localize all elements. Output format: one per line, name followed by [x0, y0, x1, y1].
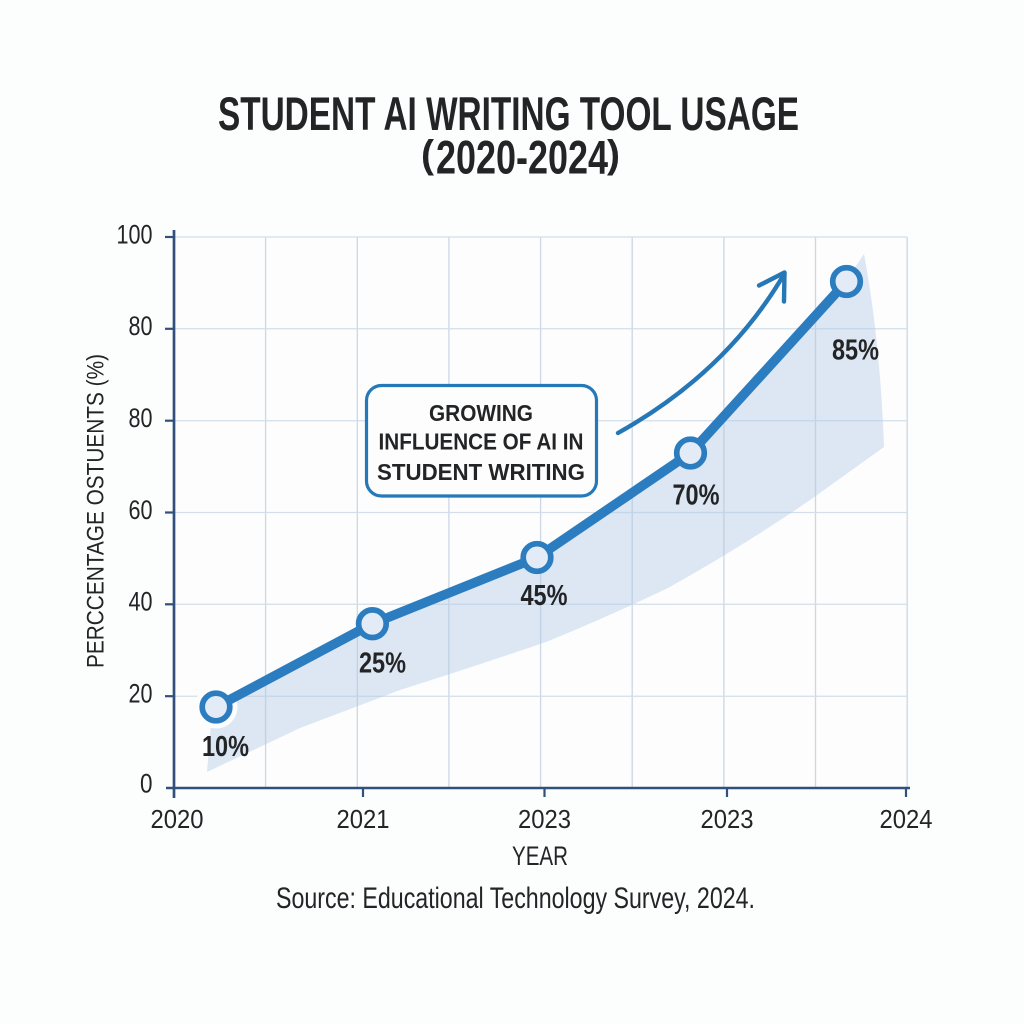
- svg-text:60: 60: [129, 495, 153, 525]
- svg-text:2020-2024: 2020-2024: [436, 131, 608, 184]
- svg-text:80: 80: [129, 403, 153, 433]
- svg-text:2023: 2023: [701, 806, 754, 834]
- svg-text:GROWING: GROWING: [429, 400, 533, 426]
- svg-text:2023: 2023: [518, 806, 571, 834]
- svg-text:10%: 10%: [202, 731, 249, 763]
- svg-text:INFLUENCE OF AI IN: INFLUENCE OF AI IN: [379, 429, 584, 455]
- svg-text:25%: 25%: [359, 648, 406, 680]
- svg-text:0: 0: [140, 769, 153, 799]
- svg-text:2021: 2021: [337, 806, 390, 834]
- svg-text:2020: 2020: [151, 806, 204, 834]
- svg-text:40: 40: [129, 587, 153, 617]
- svg-text:STUDENT AI WRITING TOOL USAGE: STUDENT AI WRITING TOOL USAGE: [218, 87, 799, 140]
- svg-text:Source: Educational Technology: Source: Educational Technology Survey, 2…: [276, 882, 755, 915]
- svg-text:80: 80: [129, 311, 153, 341]
- svg-text:STUDENT WRITING: STUDENT WRITING: [377, 459, 585, 485]
- svg-text:85%: 85%: [832, 335, 879, 367]
- svg-text:YEAR: YEAR: [512, 841, 568, 871]
- svg-text:20: 20: [129, 679, 153, 709]
- svg-text:PERCCENTAGE OSTUENTS (%): PERCCENTAGE OSTUENTS (%): [83, 354, 110, 668]
- svg-text:(: (: [421, 134, 434, 177]
- svg-text:45%: 45%: [521, 580, 568, 612]
- svg-text:): ): [607, 134, 620, 177]
- svg-text:70%: 70%: [673, 480, 720, 512]
- svg-text:100: 100: [117, 220, 153, 250]
- svg-text:2024: 2024: [880, 806, 933, 834]
